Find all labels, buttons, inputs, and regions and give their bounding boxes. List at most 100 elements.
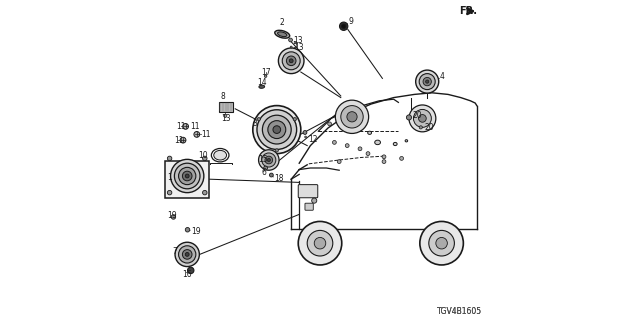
Text: 13: 13 bbox=[221, 114, 230, 123]
Circle shape bbox=[406, 115, 412, 120]
Text: 11: 11 bbox=[191, 122, 200, 131]
Circle shape bbox=[282, 52, 300, 70]
Text: 13: 13 bbox=[293, 36, 303, 45]
Circle shape bbox=[179, 167, 196, 185]
Ellipse shape bbox=[337, 115, 345, 122]
FancyBboxPatch shape bbox=[219, 102, 233, 112]
Circle shape bbox=[268, 158, 271, 162]
Circle shape bbox=[347, 112, 357, 122]
Circle shape bbox=[180, 137, 186, 143]
Circle shape bbox=[303, 131, 307, 134]
Text: 11: 11 bbox=[174, 136, 184, 145]
Circle shape bbox=[416, 70, 439, 93]
Circle shape bbox=[335, 100, 369, 133]
Circle shape bbox=[194, 132, 200, 137]
Circle shape bbox=[305, 136, 307, 138]
FancyBboxPatch shape bbox=[305, 203, 314, 210]
Ellipse shape bbox=[259, 85, 264, 88]
Circle shape bbox=[423, 77, 431, 86]
Circle shape bbox=[172, 215, 175, 219]
Circle shape bbox=[293, 118, 296, 121]
Circle shape bbox=[399, 156, 404, 160]
FancyBboxPatch shape bbox=[298, 185, 317, 198]
Text: 11: 11 bbox=[177, 122, 186, 131]
Ellipse shape bbox=[275, 30, 290, 38]
Text: 6: 6 bbox=[262, 168, 266, 177]
Circle shape bbox=[419, 126, 422, 129]
Text: 4: 4 bbox=[440, 72, 445, 81]
Circle shape bbox=[179, 246, 196, 263]
Circle shape bbox=[339, 22, 348, 30]
Text: 5: 5 bbox=[292, 41, 298, 50]
Text: 15: 15 bbox=[259, 155, 268, 164]
Circle shape bbox=[265, 156, 273, 164]
Circle shape bbox=[182, 171, 192, 181]
Circle shape bbox=[275, 149, 278, 152]
Text: 2: 2 bbox=[280, 18, 285, 27]
Ellipse shape bbox=[375, 140, 380, 145]
Text: 16: 16 bbox=[182, 270, 191, 279]
Ellipse shape bbox=[214, 150, 227, 160]
Circle shape bbox=[409, 105, 436, 132]
Circle shape bbox=[202, 156, 207, 161]
Circle shape bbox=[183, 124, 188, 129]
Circle shape bbox=[298, 221, 342, 265]
Text: 8: 8 bbox=[221, 92, 225, 100]
Circle shape bbox=[366, 152, 370, 156]
Text: 18: 18 bbox=[274, 174, 284, 183]
Ellipse shape bbox=[405, 140, 408, 142]
Ellipse shape bbox=[278, 32, 287, 36]
Circle shape bbox=[186, 228, 189, 232]
Circle shape bbox=[289, 59, 293, 63]
Circle shape bbox=[259, 150, 279, 170]
Text: TGV4B1605: TGV4B1605 bbox=[437, 308, 482, 316]
Circle shape bbox=[419, 74, 435, 90]
Ellipse shape bbox=[393, 142, 397, 146]
Circle shape bbox=[346, 144, 349, 148]
Circle shape bbox=[224, 114, 227, 117]
Text: 7: 7 bbox=[173, 247, 178, 256]
Circle shape bbox=[426, 80, 429, 83]
Circle shape bbox=[436, 237, 447, 249]
Text: 3: 3 bbox=[252, 119, 257, 128]
Circle shape bbox=[168, 156, 172, 161]
Text: 14: 14 bbox=[257, 78, 267, 87]
Circle shape bbox=[174, 163, 200, 189]
Circle shape bbox=[312, 198, 317, 203]
Text: 19: 19 bbox=[167, 211, 177, 220]
Circle shape bbox=[287, 56, 296, 66]
Circle shape bbox=[262, 153, 276, 167]
Circle shape bbox=[269, 173, 273, 177]
Ellipse shape bbox=[211, 148, 229, 162]
Circle shape bbox=[170, 159, 204, 193]
Ellipse shape bbox=[352, 126, 358, 130]
Circle shape bbox=[420, 221, 463, 265]
Circle shape bbox=[341, 106, 364, 128]
Circle shape bbox=[257, 118, 260, 121]
FancyBboxPatch shape bbox=[165, 161, 209, 198]
Text: 20: 20 bbox=[424, 123, 434, 132]
Text: 12: 12 bbox=[308, 135, 317, 144]
Text: 20: 20 bbox=[413, 111, 422, 120]
Circle shape bbox=[337, 160, 341, 164]
Circle shape bbox=[264, 75, 267, 77]
Circle shape bbox=[278, 48, 304, 74]
Text: 13: 13 bbox=[294, 43, 303, 52]
Circle shape bbox=[268, 121, 285, 139]
Circle shape bbox=[253, 106, 301, 154]
Text: 1: 1 bbox=[167, 173, 172, 182]
Text: 9: 9 bbox=[348, 17, 353, 26]
Text: 10: 10 bbox=[198, 151, 207, 160]
Ellipse shape bbox=[367, 131, 372, 134]
Circle shape bbox=[262, 115, 291, 144]
Circle shape bbox=[188, 267, 194, 274]
Circle shape bbox=[264, 166, 268, 170]
Circle shape bbox=[419, 115, 426, 122]
Circle shape bbox=[202, 190, 207, 195]
Circle shape bbox=[328, 122, 332, 126]
Circle shape bbox=[168, 190, 172, 195]
Circle shape bbox=[429, 230, 454, 256]
Circle shape bbox=[358, 147, 362, 151]
Circle shape bbox=[186, 174, 189, 178]
Circle shape bbox=[273, 126, 280, 133]
